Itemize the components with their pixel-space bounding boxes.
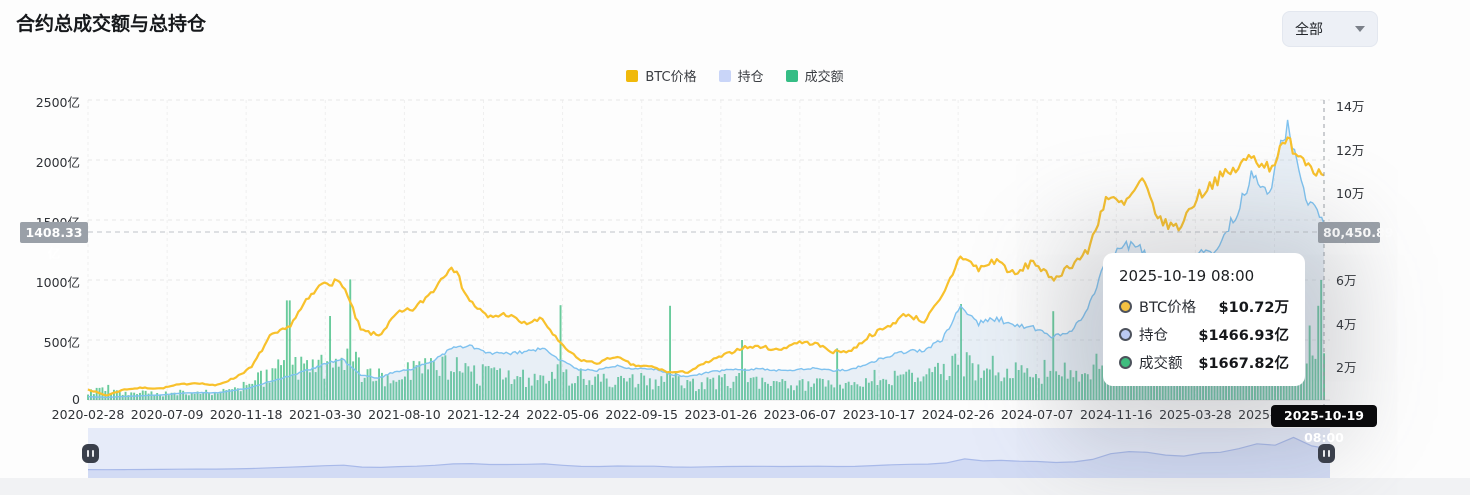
y-axis-tick-right: 10万 <box>1336 186 1365 202</box>
legend-swatch-icon <box>785 69 798 82</box>
bottom-strip <box>0 478 1470 495</box>
x-axis-tick: 2025-03-28 <box>1159 407 1232 422</box>
x-axis-tick: 2021-03-30 <box>288 407 362 422</box>
y-axis-tick-right: 12万 <box>1336 142 1365 158</box>
tooltip-label: BTC价格 <box>1139 300 1197 316</box>
chevron-down-icon <box>1355 26 1365 32</box>
y-axis-tick-left: 2000亿 <box>35 155 80 170</box>
tooltip-label: 持仓 <box>1139 328 1168 344</box>
navigator-handle-right[interactable] <box>1318 444 1335 463</box>
tooltip-label: 成交额 <box>1139 356 1183 372</box>
tooltip-date: 2025-10-19 08:00 <box>1119 267 1255 285</box>
x-axis-tick: 2022-05-06 <box>526 407 599 422</box>
x-axis-tick: 2023-01-26 <box>684 407 758 422</box>
legend-item-btc-price[interactable]: BTC价格 <box>626 66 697 85</box>
legend-label: BTC价格 <box>645 70 697 85</box>
legend-item-volume[interactable]: 成交额 <box>785 66 844 85</box>
y-axis-tick-right: 14万 <box>1336 99 1365 115</box>
tooltip-value: $10.72万 <box>1218 300 1289 316</box>
x-axis-tick: 2020-11-18 <box>209 407 283 422</box>
y-axis-tick-left: 1000亿 <box>35 275 80 290</box>
tooltip-row-volume: 成交额 $1667.82亿 <box>1119 352 1289 373</box>
x-axis-tick: 2024-11-16 <box>1079 407 1153 422</box>
x-axis-tick: 2020-02-28 <box>51 407 125 422</box>
x-axis-tick: 2024-02-26 <box>921 407 995 422</box>
y-axis-tick-left: 0 <box>72 392 80 407</box>
legend-swatch-icon <box>626 69 639 82</box>
y-axis-tick-right: 6万 <box>1336 273 1357 289</box>
x-axis-tick: 2023-06-07 <box>763 407 837 422</box>
legend-swatch-icon <box>718 69 731 82</box>
x-axis-tick: 2021-12-24 <box>447 407 520 422</box>
x-axis-tick: 2024-07-07 <box>1000 407 1074 422</box>
chart-tooltip: 2025-10-19 08:00 BTC价格 $10.72万 持仓 $1466.… <box>1103 253 1305 386</box>
crosshair-right-axis-badge: 80,450.89 <box>1318 222 1393 243</box>
range-filter-value: 全部 <box>1295 22 1323 38</box>
legend-item-open-interest[interactable]: 持仓 <box>718 66 764 85</box>
crosshair-left-axis-badge: 1408.33亿 <box>20 222 88 261</box>
y-axis-tick-right: 2万 <box>1336 360 1357 376</box>
navigator[interactable] <box>88 428 1330 478</box>
tooltip-value: $1466.93亿 <box>1198 328 1289 344</box>
tooltip-row-open-interest: 持仓 $1466.93亿 <box>1119 324 1289 345</box>
y-axis-tick-left: 2500亿 <box>35 95 80 110</box>
y-axis-tick-right: 4万 <box>1336 316 1357 332</box>
page-title: 合约总成交额与总持仓 <box>16 13 207 35</box>
navigator-handle-left[interactable] <box>82 444 99 463</box>
series-marker-icon <box>1119 356 1132 369</box>
legend-label: 成交额 <box>804 70 844 85</box>
x-axis-tick: 2021-08-10 <box>368 407 441 422</box>
series-marker-icon <box>1119 328 1132 341</box>
tooltip-row-btc-price: BTC价格 $10.72万 <box>1119 296 1289 317</box>
crosshair-date-badge: 2025-10-19 08:00 <box>1271 405 1377 445</box>
range-filter-dropdown[interactable]: 全部 <box>1282 11 1378 47</box>
chart-legend: BTC价格 持仓 成交额 <box>0 66 1470 85</box>
legend-label: 持仓 <box>737 70 764 85</box>
x-axis-tick: 2022-09-15 <box>605 407 679 422</box>
x-axis-tick: 2020-07-09 <box>130 407 204 422</box>
series-marker-icon <box>1119 300 1132 313</box>
x-axis-tick: 2023-10-17 <box>842 407 916 422</box>
y-axis-tick-left: 500亿 <box>43 335 80 350</box>
tooltip-value: $1667.82亿 <box>1198 356 1289 372</box>
